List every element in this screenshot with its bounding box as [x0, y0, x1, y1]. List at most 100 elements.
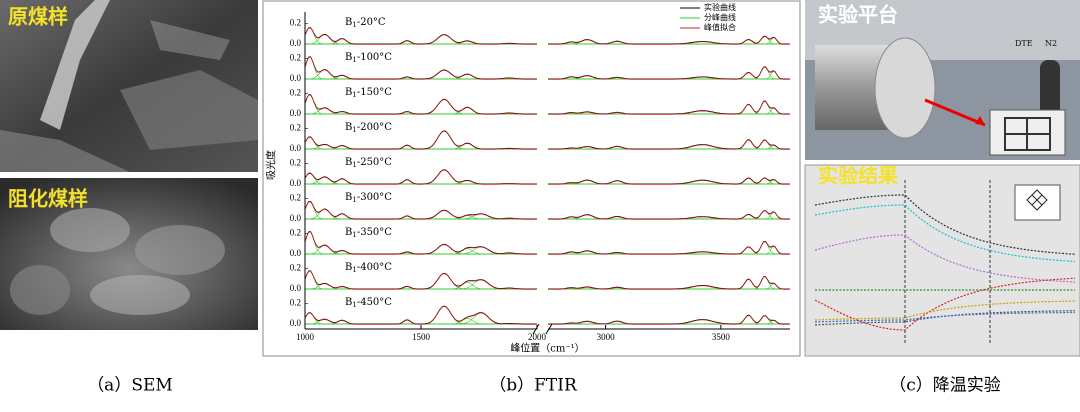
fit-curve	[304, 169, 790, 185]
legend-label: 实验曲线	[704, 2, 736, 12]
fit-curve	[304, 231, 790, 255]
row-sub: 1	[352, 301, 356, 309]
result-curve	[814, 234, 1076, 283]
y-tick-label: 0.2	[290, 297, 301, 307]
exp-curve	[304, 200, 790, 220]
row-label: B1-20°C	[345, 17, 386, 30]
platform-label: 实验平台	[818, 3, 898, 27]
x-tick-label: 1500	[412, 332, 431, 342]
fit-curve	[304, 306, 790, 325]
row-prefix: B	[345, 192, 352, 203]
x-axis-label: 峰位置（cm⁻¹）	[510, 342, 584, 355]
sem-photos	[0, 0, 258, 330]
fit-curve	[304, 270, 790, 290]
ftir-plot: 0.00.2 B1-20°C0.00.2 B1-100°C0.00.2 B1-150°…	[265, 2, 790, 355]
row-temp: -300°C	[357, 192, 392, 203]
legend-label: 分峰曲线	[704, 12, 736, 22]
y-tick-label: 0.0	[290, 178, 302, 188]
result-curve	[814, 277, 1076, 331]
row-label: B1-300°C	[345, 192, 392, 205]
exp-curve	[304, 27, 790, 45]
fit-curve	[304, 201, 790, 220]
row-prefix: B	[345, 52, 352, 63]
ftir-rows: 0.00.2 B1-20°C0.00.2 B1-100°C0.00.2 B1-150°…	[290, 17, 790, 328]
result-curve	[814, 311, 1075, 323]
result-curve	[814, 204, 1076, 263]
row-sub: 1	[352, 161, 356, 169]
sem-inhibited-label: 阻化煤样	[8, 187, 88, 211]
fit-curve	[304, 130, 790, 150]
row-label: B1-100°C	[345, 52, 392, 65]
row-sub: 1	[352, 231, 356, 239]
row-label: B1-150°C	[345, 87, 392, 100]
y-tick-label: 0.0	[290, 318, 302, 328]
axis-break	[532, 323, 553, 335]
y-tick-label: 0.2	[290, 87, 301, 97]
row-temp: -150°C	[357, 87, 392, 98]
platform-photo	[805, 0, 1080, 160]
y-tick-label: 0.2	[290, 157, 301, 167]
row-temp: -20°C	[357, 17, 386, 28]
y-tick-label: 0.2	[290, 262, 301, 272]
row-sub: 1	[352, 21, 356, 29]
y-tick-label: 0.2	[290, 122, 301, 132]
caption-a: （a）SEM	[87, 376, 173, 396]
dte-label: DTE	[1015, 39, 1033, 48]
y-tick-label: 0.0	[290, 283, 302, 293]
ftir-frame	[262, 0, 801, 357]
y-tick-label: 0.2	[290, 227, 301, 237]
result-inset-icon	[1026, 189, 1048, 211]
result-curves	[814, 180, 1076, 345]
x-tick-label: 3000	[597, 332, 616, 342]
sem-raw-label: 原煤样	[8, 5, 68, 29]
row-label: B1-400°C	[345, 262, 392, 275]
row-sub: 1	[352, 126, 356, 134]
y-tick-label: 0.2	[290, 17, 301, 27]
x-tick-label: 1000	[296, 332, 315, 342]
row-sub: 1	[352, 91, 356, 99]
x-tick-label: 3500	[712, 332, 731, 342]
row-prefix: B	[345, 87, 352, 98]
n2-label: N2	[1045, 39, 1057, 48]
y-tick-label: 0.2	[290, 192, 301, 202]
y-tick-label: 0.0	[290, 38, 302, 48]
y-axis-label: 吸光度	[265, 150, 278, 180]
row-sub: 1	[352, 56, 356, 64]
row-prefix: B	[345, 17, 352, 28]
row-prefix: B	[345, 227, 352, 238]
row-prefix: B	[345, 297, 352, 308]
row-prefix: B	[345, 122, 352, 133]
result-label: 实验结果	[818, 164, 898, 188]
legend-label: 峰值拟合	[704, 22, 736, 32]
row-label: B1-350°C	[345, 227, 392, 240]
row-temp: -400°C	[357, 262, 392, 273]
row-prefix: B	[345, 157, 352, 168]
row-temp: -350°C	[357, 227, 392, 238]
row-temp: -250°C	[357, 157, 392, 168]
y-tick-label: 0.0	[290, 248, 302, 258]
y-tick-label: 0.0	[290, 213, 302, 223]
row-label: B1-250°C	[345, 157, 392, 170]
y-tick-label: 0.2	[290, 52, 301, 62]
row-sub: 1	[352, 196, 356, 204]
row-temp: -450°C	[357, 297, 392, 308]
row-temp: -200°C	[357, 122, 392, 133]
caption-c: （c）降温实验	[889, 376, 1001, 396]
fit-curve	[304, 27, 790, 45]
result-chart-bg	[804, 164, 1080, 357]
fit-curve	[304, 94, 790, 115]
x-tick-label: 2000	[528, 332, 547, 342]
caption-b: （b）FTIR	[489, 376, 578, 396]
result-curve	[814, 300, 1076, 321]
result-curve	[814, 194, 1076, 255]
row-prefix: B	[345, 262, 352, 273]
row-label: B1-200°C	[345, 122, 392, 135]
y-tick-label: 0.0	[290, 73, 302, 83]
row-temp: -100°C	[357, 52, 392, 63]
fit-curve	[304, 56, 790, 80]
row-sub: 1	[352, 266, 356, 274]
y-tick-label: 0.0	[290, 108, 302, 118]
y-tick-label: 0.0	[290, 143, 302, 153]
row-label: B1-450°C	[345, 297, 392, 310]
